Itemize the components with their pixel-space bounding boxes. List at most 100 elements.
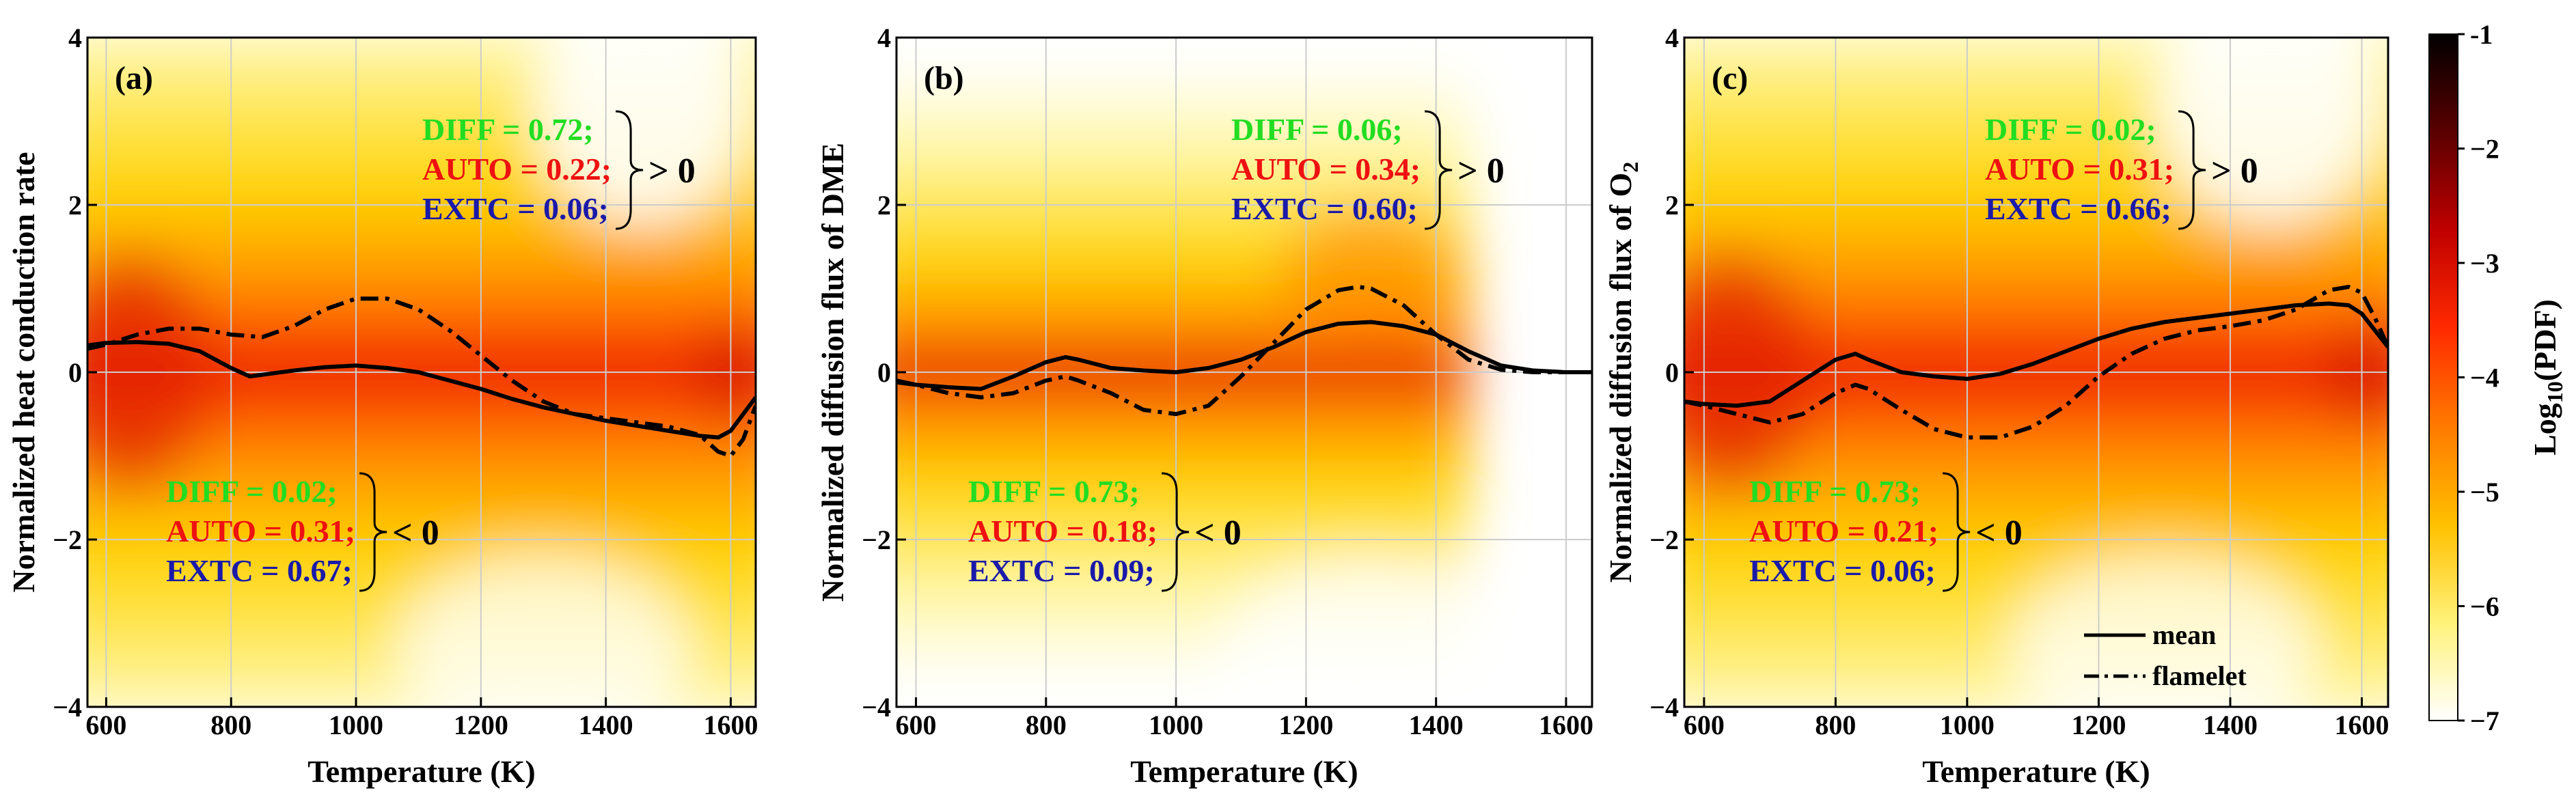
colorbar-tick-label: -1 xyxy=(2470,19,2493,50)
x-tick-label: 800 xyxy=(210,710,251,740)
colorbar-label-end: (PDF) xyxy=(2527,299,2562,381)
x-axis-label: Temperature (K) xyxy=(1130,754,1358,789)
negative-fractions: DIFF = 0.02; AUTO = 0.31; EXTC = 0.67; <… xyxy=(166,472,439,592)
x-tick-label: 1000 xyxy=(329,710,383,740)
panel-label: (c) xyxy=(1712,60,1748,96)
extc-fraction: EXTC = 0.67; xyxy=(166,553,353,588)
colorbar-label-main: Log xyxy=(2527,403,2562,456)
y-tick-label: −2 xyxy=(53,525,82,555)
heat-fade xyxy=(2010,555,2320,707)
diff-fraction: DIFF = 0.02; xyxy=(1985,112,2156,147)
colorbar-tick-label: −5 xyxy=(2470,477,2499,507)
positive-comparison: > 0 xyxy=(2211,152,2258,191)
auto-fraction: AUTO = 0.31; xyxy=(166,514,355,548)
colorbar-label-sub: 10 xyxy=(2543,381,2567,403)
x-tick-label: 600 xyxy=(1684,710,1725,740)
brace xyxy=(359,472,387,592)
panel-b: 600 800 1000 1200 1400 1600 4 2 0 −2 −4 (b) DIFF =… xyxy=(815,23,1593,789)
panel-a: 600 800 1000 1200 1400 1600 4 2 0 −2 −4 (a) DIFF =… xyxy=(6,23,758,789)
y-tick-label: 2 xyxy=(68,190,82,221)
y-tick-label: 0 xyxy=(68,357,82,388)
colorbar-ticks: -1 −2 −3 −4 −5 −6 −7 xyxy=(2458,19,2499,736)
ticks: 600 800 1000 1200 1400 1600 4 2 0 −2 −4 xyxy=(1649,23,2389,740)
heat-blobs xyxy=(1684,38,2388,707)
y-tick-label: 0 xyxy=(1665,357,1679,388)
curves xyxy=(896,285,1592,417)
y-tick-label: −4 xyxy=(862,692,891,723)
flamelet-curve xyxy=(896,285,1592,417)
y-axis-label: Normalized heat conduction rate xyxy=(6,152,41,592)
panel-label: (b) xyxy=(924,60,964,96)
diff-fraction: DIFF = 0.06; xyxy=(1231,112,1403,147)
y-tick-label: 4 xyxy=(1665,23,1679,53)
auto-fraction: AUTO = 0.34; xyxy=(1231,152,1421,186)
auto-fraction: AUTO = 0.22; xyxy=(422,152,612,186)
ticks: 600 800 1000 1200 1400 1600 4 2 0 −2 −4 xyxy=(53,23,758,740)
y-tick-label: −4 xyxy=(53,692,82,723)
heat-fade xyxy=(1218,555,1524,707)
legend-mean-label: mean xyxy=(2152,619,2216,650)
heat-fade xyxy=(2156,38,2383,225)
extc-fraction: EXTC = 0.06; xyxy=(1749,553,1936,588)
legend: mean flamelet xyxy=(2084,619,2247,691)
y-tick-label: 2 xyxy=(877,190,891,221)
extc-fraction: EXTC = 0.66; xyxy=(1985,191,2171,226)
y-axis-label-main: Normalized diffusion flux of O xyxy=(1603,173,1638,583)
diff-fraction: DIFF = 0.73; xyxy=(1749,474,1921,509)
auto-fraction: AUTO = 0.21; xyxy=(1749,514,1938,548)
positive-fractions: DIFF = 0.02; AUTO = 0.31; EXTC = 0.66; >… xyxy=(1985,110,2258,230)
x-tick-label: 1600 xyxy=(1539,710,1593,740)
colorbar: -1 −2 −3 −4 −5 −6 −7 Log10(PDF) xyxy=(2428,19,2567,736)
y-tick-label: 4 xyxy=(68,23,82,53)
negative-comparison: < 0 xyxy=(392,514,439,553)
extc-fraction: EXTC = 0.06; xyxy=(422,191,609,226)
flamelet-curve xyxy=(87,296,756,458)
panel-c: 600 800 1000 1200 1400 1600 4 2 0 −2 −4 (c) DIFF =… xyxy=(1603,23,2389,789)
x-axis-label: Temperature (K) xyxy=(307,754,535,789)
negative-fractions: DIFF = 0.73; AUTO = 0.18; EXTC = 0.09; <… xyxy=(968,472,1242,592)
diff-fraction: DIFF = 0.02; xyxy=(166,474,338,509)
x-tick-label: 1600 xyxy=(2334,710,2389,740)
legend-flamelet-label: flamelet xyxy=(2152,660,2247,691)
curves xyxy=(1684,285,2388,440)
x-tick-label: 600 xyxy=(896,710,937,740)
y-tick-label: 4 xyxy=(877,23,891,53)
negative-fractions: DIFF = 0.73; AUTO = 0.21; EXTC = 0.06; <… xyxy=(1749,472,2023,592)
x-tick-label: 1200 xyxy=(454,710,508,740)
colorbar-tick-label: −3 xyxy=(2470,248,2499,279)
pdf-heatmap xyxy=(1684,38,2388,707)
x-tick-label: 1400 xyxy=(579,710,633,740)
x-axis-label: Temperature (K) xyxy=(1922,754,2150,789)
diff-fraction: DIFF = 0.73; xyxy=(968,474,1140,509)
extc-fraction: EXTC = 0.60; xyxy=(1231,191,1418,226)
ticks: 600 800 1000 1200 1400 1600 4 2 0 −2 −4 xyxy=(862,23,1593,740)
y-axis-label: Normalized diffusion flux of O2 xyxy=(1603,162,1643,583)
auto-fraction: AUTO = 0.18; xyxy=(968,514,1157,548)
y-tick-label: 2 xyxy=(1665,190,1679,221)
y-axis-label: Normalized diffusion flux of DME xyxy=(815,143,850,602)
y-tick-label: −4 xyxy=(1649,692,1679,723)
mean-curve xyxy=(896,320,1592,391)
negative-comparison: < 0 xyxy=(1194,514,1242,553)
negative-comparison: < 0 xyxy=(1975,514,2023,553)
colorbar-label: Log10(PDF) xyxy=(2527,299,2567,456)
positive-fractions: DIFF = 0.06; AUTO = 0.34; EXTC = 0.60; >… xyxy=(1231,110,1505,230)
brace xyxy=(616,110,644,230)
x-tick-label: 1000 xyxy=(1149,710,1203,740)
auto-fraction: AUTO = 0.31; xyxy=(1985,152,2174,186)
curves xyxy=(87,296,756,458)
x-tick-label: 800 xyxy=(1815,710,1856,740)
heat-blobs xyxy=(896,65,1524,707)
heat-fade xyxy=(396,555,691,707)
x-tick-label: 800 xyxy=(1026,710,1067,740)
heat-bump xyxy=(1280,205,1462,339)
x-tick-label: 1000 xyxy=(1940,710,1995,740)
heat-fade xyxy=(536,38,750,225)
extc-fraction: EXTC = 0.09; xyxy=(968,553,1155,588)
colorbar-tick-label: −7 xyxy=(2470,706,2499,736)
colorbar-tick-label: −4 xyxy=(2470,363,2499,393)
positive-fractions: DIFF = 0.72; AUTO = 0.22; EXTC = 0.06; >… xyxy=(422,110,696,230)
y-tick-label: −2 xyxy=(862,525,891,555)
colorbar-gradient xyxy=(2428,33,2458,721)
